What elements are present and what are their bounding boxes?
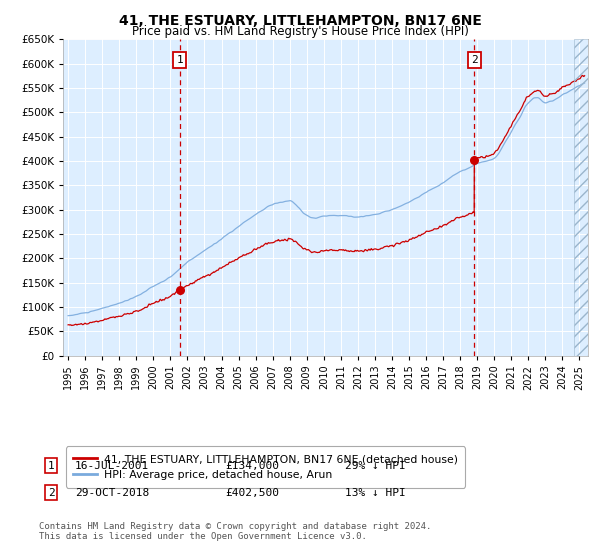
Text: Price paid vs. HM Land Registry's House Price Index (HPI): Price paid vs. HM Land Registry's House … [131,25,469,38]
Text: 13% ↓ HPI: 13% ↓ HPI [345,488,406,498]
Point [175,286,184,295]
Text: £134,000: £134,000 [225,461,279,471]
Point [470,155,479,164]
Legend: 41, THE ESTUARY, LITTLEHAMPTON, BN17 6NE (detached house), HPI: Average price, d: 41, THE ESTUARY, LITTLEHAMPTON, BN17 6NE… [66,446,465,488]
Text: 1: 1 [176,55,183,65]
Text: 16-JUL-2001: 16-JUL-2001 [75,461,149,471]
Text: 2: 2 [47,488,55,498]
Text: 1: 1 [47,461,55,471]
Text: 29% ↓ HPI: 29% ↓ HPI [345,461,406,471]
Text: 29-OCT-2018: 29-OCT-2018 [75,488,149,498]
Text: 2: 2 [471,55,478,65]
Text: 41, THE ESTUARY, LITTLEHAMPTON, BN17 6NE: 41, THE ESTUARY, LITTLEHAMPTON, BN17 6NE [119,14,481,28]
Text: Contains HM Land Registry data © Crown copyright and database right 2024.
This d: Contains HM Land Registry data © Crown c… [39,522,431,542]
Text: £402,500: £402,500 [225,488,279,498]
